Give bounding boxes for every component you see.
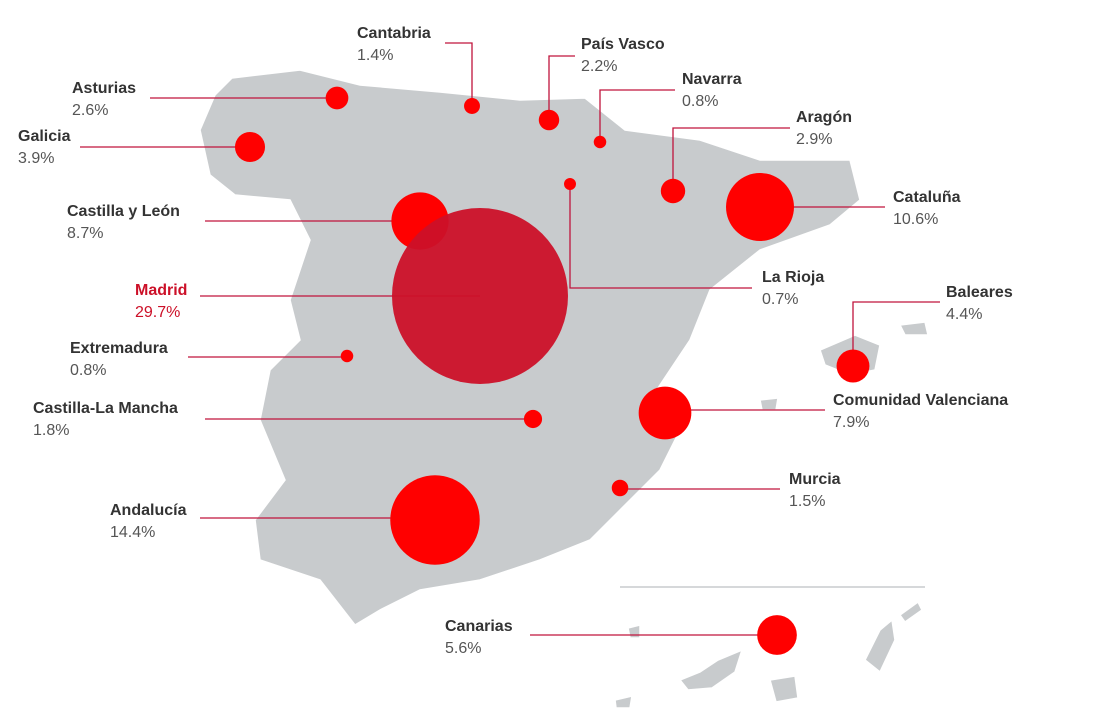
region-value: 2.6%	[72, 102, 108, 119]
region-value: 4.4%	[946, 306, 982, 323]
menorca	[898, 321, 929, 336]
region-name: Cataluña	[893, 189, 961, 206]
bubble	[726, 173, 794, 241]
bubble	[340, 349, 354, 363]
tenerife	[678, 648, 744, 691]
region-name: Galicia	[18, 128, 71, 145]
region-value: 8.7%	[67, 225, 103, 242]
region-name: Madrid	[135, 282, 187, 299]
gran-canaria	[769, 675, 799, 703]
region-value: 2.2%	[581, 58, 617, 75]
region-name: Cantabria	[357, 25, 431, 42]
bubble	[593, 135, 607, 149]
region-name: Andalucía	[110, 502, 187, 519]
la-palma	[627, 624, 641, 639]
leader-line	[548, 55, 575, 120]
lanzarote	[898, 600, 923, 624]
bubble	[390, 475, 480, 565]
leader-line	[852, 301, 940, 366]
bubble	[523, 409, 543, 429]
region-name: Castilla y León	[67, 203, 180, 220]
region-name: País Vasco	[581, 36, 665, 53]
region-value: 2.9%	[796, 131, 832, 148]
bubble	[660, 178, 686, 204]
region-value: 1.5%	[789, 493, 825, 510]
region-value: 0.7%	[762, 291, 798, 308]
ibiza	[759, 397, 779, 411]
region-name: Castilla-La Mancha	[33, 400, 178, 417]
region-name: Baleares	[946, 284, 1013, 301]
bubble	[464, 98, 480, 114]
region-value: 0.8%	[682, 93, 718, 110]
el-hierro	[614, 695, 633, 709]
bubble	[638, 386, 692, 440]
bubble	[538, 109, 560, 131]
bubble	[564, 178, 576, 190]
region-value: 0.8%	[70, 362, 106, 379]
region-value: 3.9%	[18, 150, 54, 167]
region-name: Aragón	[796, 109, 852, 126]
fuerteventura	[864, 618, 896, 674]
bubble	[757, 615, 797, 655]
bubble	[234, 131, 266, 163]
leader-line	[445, 42, 473, 106]
leader-line	[672, 127, 790, 191]
region-value: 14.4%	[110, 524, 155, 541]
leader-line	[599, 89, 675, 142]
bubble	[611, 479, 629, 497]
region-value: 1.4%	[357, 47, 393, 64]
region-value: 10.6%	[893, 211, 938, 228]
bubble	[325, 86, 349, 110]
region-value: 29.7%	[135, 304, 180, 321]
leader-line	[569, 184, 752, 289]
region-value: 7.9%	[833, 414, 869, 431]
region-name: Extremadura	[70, 340, 168, 357]
region-value: 1.8%	[33, 422, 69, 439]
region-name: Canarias	[445, 618, 513, 635]
region-name: Murcia	[789, 471, 841, 488]
bubble	[392, 208, 568, 384]
spain-shape	[199, 69, 929, 709]
region-name: Asturias	[72, 80, 136, 97]
region-name: Comunidad Valenciana	[833, 392, 1008, 409]
region-value: 5.6%	[445, 640, 481, 657]
region-name: La Rioja	[762, 269, 824, 286]
region-name: Navarra	[682, 71, 742, 88]
bubble	[836, 349, 870, 383]
